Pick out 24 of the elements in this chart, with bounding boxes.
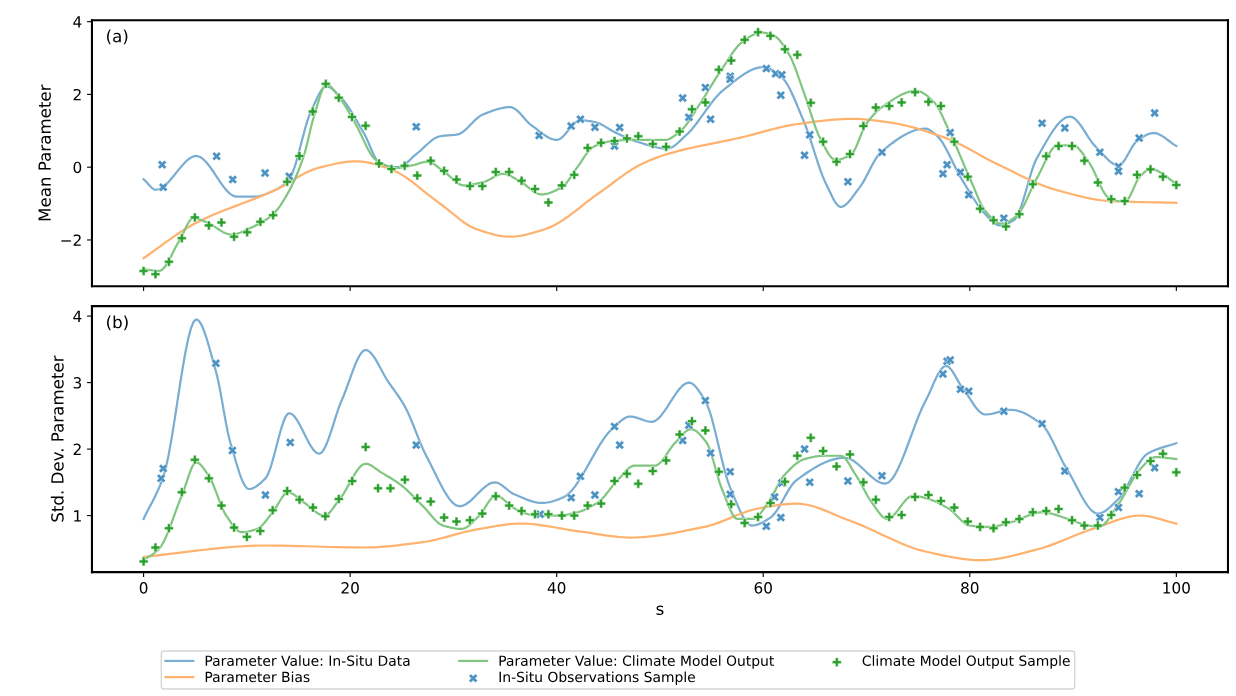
y-tick-label: 4 — [73, 16, 82, 28]
x-axis-title: s — [656, 605, 664, 616]
annotation: (b) — [107, 315, 128, 331]
y-tick-label: 4 — [73, 310, 82, 322]
x-tick-label: 20 — [341, 582, 359, 594]
annotation: (a) — [107, 29, 128, 45]
legend-label: In-Situ Observations Sample — [499, 671, 695, 685]
y-tick-label: −2 — [61, 234, 81, 246]
x-tick-label: 100 — [1163, 582, 1190, 594]
y-tick-label: 3 — [73, 377, 82, 389]
x-tick-label: 0 — [139, 582, 148, 594]
legend-label: Parameter Value: In-Situ Data — [205, 655, 410, 666]
y-tick-label: 2 — [73, 443, 81, 455]
y-axis-title: Mean Parameter — [38, 84, 51, 221]
x-tick-label: 80 — [961, 582, 979, 594]
y-tick-label: 2 — [73, 88, 81, 101]
y-tick-label: 1 — [74, 510, 81, 522]
x-tick-label: 40 — [547, 582, 566, 594]
y-axis-title: Std. Dev. Parameter — [50, 355, 64, 522]
legend-label: Parameter Bias — [205, 671, 310, 683]
x-tick-label: 60 — [754, 582, 772, 594]
y-tick-label: 0 — [73, 161, 82, 174]
legend-label: Climate Model Output Sample — [862, 655, 1070, 669]
legend-label: Parameter Value: Climate Model Output — [499, 655, 774, 669]
